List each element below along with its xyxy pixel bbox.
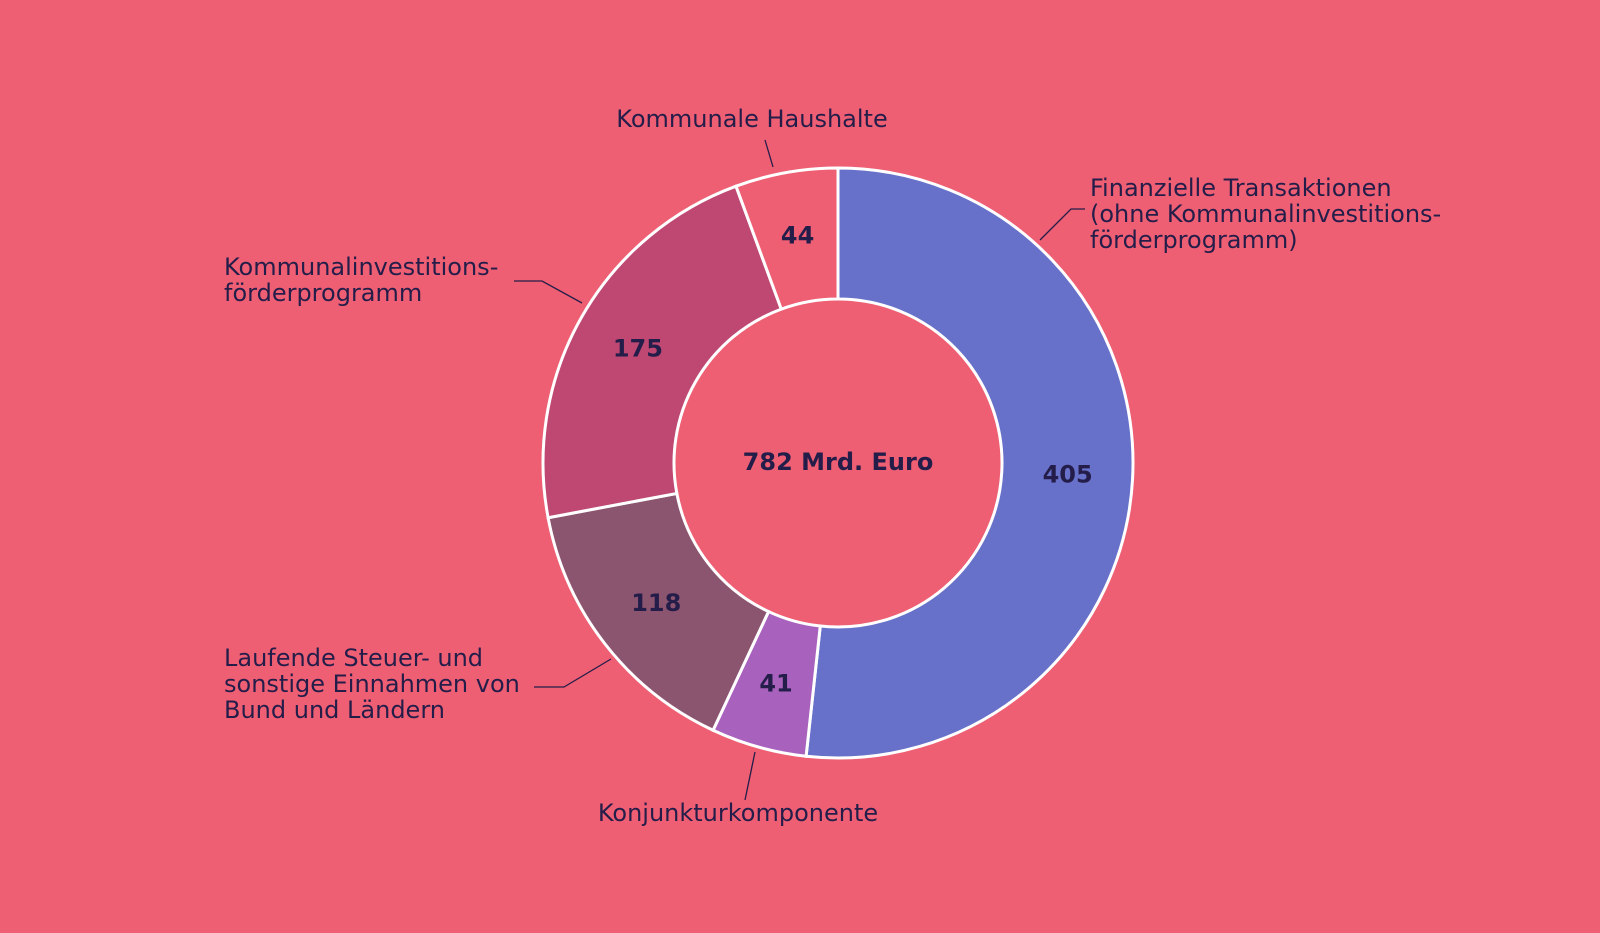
segments: [541, 166, 1135, 760]
category-label: Kommunalinvestitions-: [224, 253, 498, 281]
category-label: Laufende Steuer- und: [224, 644, 483, 672]
donut-segment: [804, 166, 1135, 760]
donut-segment: [734, 166, 840, 312]
category-label: Bund und Ländern: [224, 696, 445, 724]
leader-line: [534, 658, 612, 688]
donut-segment: [546, 491, 771, 733]
category-label: (ohne Kommunalinvestitions-: [1090, 200, 1441, 228]
category-label: Finanzielle Transaktionen: [1090, 174, 1392, 202]
category-label: förderprogramm): [1090, 226, 1298, 254]
leader-line: [1039, 208, 1085, 241]
value-label: 175: [613, 335, 663, 363]
value-label: 118: [631, 589, 681, 617]
center-label: 782 Mrd. Euro: [743, 448, 934, 476]
value-label: 44: [781, 222, 814, 250]
category-label: sonstige Einnahmen von: [224, 670, 520, 698]
leader-line: [744, 751, 756, 801]
value-label: 41: [759, 669, 792, 697]
leader-line: [514, 280, 583, 304]
donut-segment: [541, 184, 784, 520]
category-label: Konjunkturkomponente: [598, 799, 878, 827]
leader-line: [764, 139, 774, 168]
value-label: 405: [1043, 460, 1093, 488]
category-label: förderprogramm: [224, 279, 422, 307]
category-label: Kommunale Haushalte: [616, 105, 887, 133]
